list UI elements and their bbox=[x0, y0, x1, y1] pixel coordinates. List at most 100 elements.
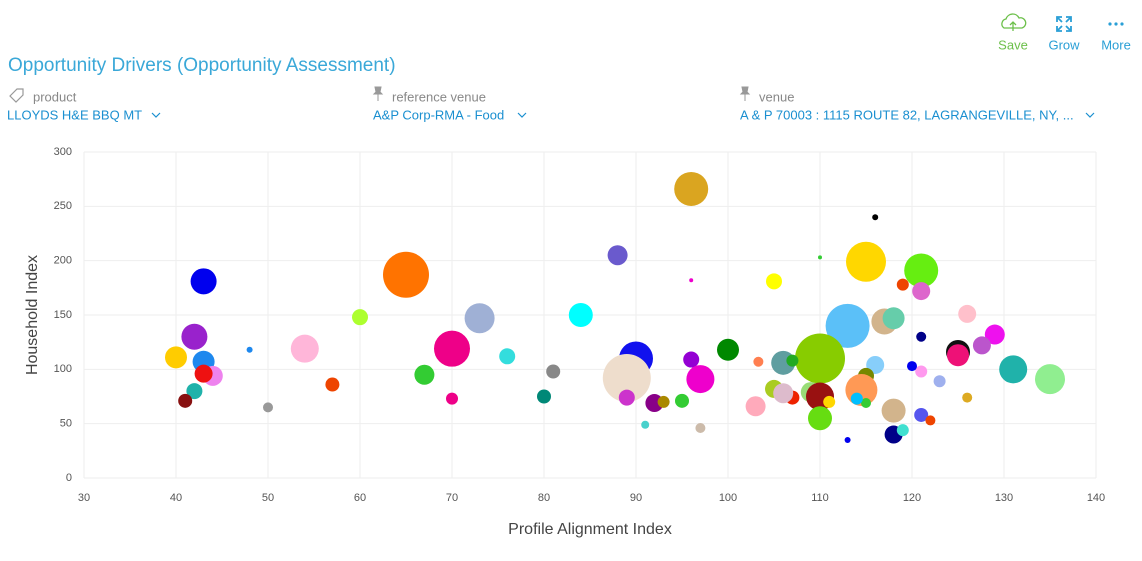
bubble[interactable] bbox=[181, 323, 208, 350]
y-axis-title: Household Index bbox=[24, 255, 41, 375]
bubble[interactable] bbox=[984, 324, 1005, 345]
bubble[interactable] bbox=[795, 333, 845, 384]
bubble[interactable] bbox=[818, 255, 822, 260]
bubble[interactable] bbox=[999, 355, 1028, 384]
bubble[interactable] bbox=[537, 389, 551, 404]
bubble[interactable] bbox=[808, 406, 832, 431]
filter-label: reference venue bbox=[392, 89, 486, 104]
bubble[interactable] bbox=[194, 364, 213, 383]
bubble[interactable] bbox=[773, 383, 794, 404]
bubbles bbox=[165, 171, 1065, 444]
bubble[interactable] bbox=[766, 273, 782, 290]
bubble[interactable] bbox=[1035, 364, 1065, 395]
filter-value[interactable]: LLOYDS H&E BBQ MT bbox=[7, 107, 142, 122]
y-tick-label: 200 bbox=[54, 255, 72, 267]
bubble[interactable] bbox=[641, 420, 650, 429]
y-tick-label: 50 bbox=[60, 418, 72, 430]
bubble[interactable] bbox=[657, 395, 670, 408]
x-tick-label: 30 bbox=[78, 492, 90, 504]
bubble[interactable] bbox=[825, 303, 870, 348]
bubble[interactable] bbox=[290, 334, 319, 363]
expand-icon bbox=[1056, 16, 1072, 32]
bubble[interactable] bbox=[925, 415, 936, 426]
x-tick-label: 140 bbox=[1087, 492, 1105, 504]
bubble[interactable] bbox=[546, 364, 561, 379]
filter-label: product bbox=[33, 89, 77, 104]
y-tick-label: 0 bbox=[66, 472, 72, 484]
dropdown-chevron[interactable] bbox=[517, 112, 527, 118]
bubble[interactable] bbox=[352, 309, 368, 326]
bubble[interactable] bbox=[823, 395, 836, 408]
filter-value[interactable]: A&P Corp-RMA - Food bbox=[373, 107, 504, 122]
x-tick-label: 110 bbox=[811, 492, 829, 504]
bubble[interactable] bbox=[912, 282, 931, 301]
x-tick-label: 130 bbox=[995, 492, 1013, 504]
bubble[interactable] bbox=[464, 303, 495, 334]
bubble[interactable] bbox=[753, 356, 764, 367]
filter-label: venue bbox=[759, 89, 794, 104]
y-tick-label: 150 bbox=[54, 309, 72, 321]
x-tick-label: 80 bbox=[538, 492, 550, 504]
filter-value[interactable]: A & P 70003 : 1115 ROUTE 82, LAGRANGEVIL… bbox=[740, 107, 1074, 122]
bubble[interactable] bbox=[786, 354, 799, 367]
bubble[interactable] bbox=[602, 354, 651, 403]
bubble[interactable] bbox=[499, 348, 516, 365]
bubble[interactable] bbox=[325, 377, 340, 392]
bubble[interactable] bbox=[186, 383, 203, 400]
bubble[interactable] bbox=[246, 346, 253, 353]
bubble[interactable] bbox=[907, 361, 917, 372]
bubble[interactable] bbox=[914, 407, 929, 422]
bubble[interactable] bbox=[178, 393, 193, 408]
bubble[interactable] bbox=[972, 336, 991, 355]
bubble[interactable] bbox=[861, 398, 871, 409]
more-label: More bbox=[1101, 37, 1131, 52]
bubble[interactable] bbox=[434, 330, 470, 367]
bubble[interactable] bbox=[446, 392, 458, 405]
bubble[interactable] bbox=[896, 424, 909, 437]
bubble[interactable] bbox=[683, 351, 700, 368]
bubble[interactable] bbox=[881, 398, 906, 423]
x-tick-label: 100 bbox=[719, 492, 737, 504]
save-button[interactable]: Save bbox=[998, 13, 1028, 52]
bubble[interactable] bbox=[916, 331, 927, 342]
bubble[interactable] bbox=[896, 278, 909, 291]
bubble[interactable] bbox=[962, 392, 973, 403]
bubble[interactable] bbox=[882, 307, 905, 330]
bubble[interactable] bbox=[846, 241, 886, 282]
bubble[interactable] bbox=[850, 392, 863, 405]
x-axis-title: Profile Alignment Index bbox=[508, 521, 672, 538]
bubble[interactable] bbox=[414, 364, 435, 385]
bubble[interactable] bbox=[165, 346, 187, 369]
bubble[interactable] bbox=[933, 375, 946, 388]
bubble[interactable] bbox=[958, 304, 977, 323]
bubble[interactable] bbox=[717, 338, 739, 361]
bubble[interactable] bbox=[607, 245, 628, 266]
bubble[interactable] bbox=[618, 389, 635, 406]
bubble[interactable] bbox=[695, 423, 706, 434]
dot bbox=[1120, 22, 1124, 26]
bubble[interactable] bbox=[675, 393, 689, 408]
bubble[interactable] bbox=[844, 436, 851, 443]
bubble[interactable] bbox=[568, 303, 593, 327]
bubble[interactable] bbox=[689, 278, 694, 283]
bubble[interactable] bbox=[904, 253, 939, 288]
bubble[interactable] bbox=[190, 268, 217, 295]
tag-icon bbox=[9, 88, 24, 103]
dropdown-chevron[interactable] bbox=[1085, 112, 1095, 118]
x-tick-label: 70 bbox=[446, 492, 458, 504]
bubble[interactable] bbox=[947, 344, 969, 367]
grow-button[interactable]: Grow bbox=[1048, 16, 1080, 52]
bubble[interactable] bbox=[872, 214, 879, 221]
pin-icon bbox=[372, 86, 384, 101]
y-tick-label: 250 bbox=[54, 200, 72, 212]
dropdown-chevron[interactable] bbox=[151, 112, 161, 118]
bubble[interactable] bbox=[745, 396, 766, 417]
bubble[interactable] bbox=[686, 365, 715, 394]
more-button[interactable]: More bbox=[1101, 22, 1131, 52]
x-tick-label: 60 bbox=[354, 492, 366, 504]
bubble[interactable] bbox=[674, 171, 709, 206]
bubble[interactable] bbox=[263, 402, 273, 413]
bubble[interactable] bbox=[383, 251, 429, 298]
bubble[interactable] bbox=[915, 365, 928, 378]
